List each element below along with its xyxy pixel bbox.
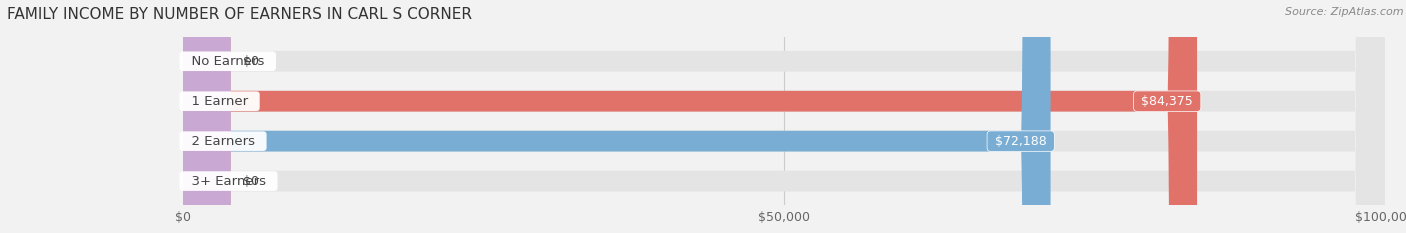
Text: $72,188: $72,188: [991, 135, 1050, 148]
Text: $0: $0: [243, 175, 259, 188]
Text: 1 Earner: 1 Earner: [183, 95, 256, 108]
FancyBboxPatch shape: [183, 0, 1385, 233]
FancyBboxPatch shape: [183, 0, 1385, 233]
Text: 2 Earners: 2 Earners: [183, 135, 263, 148]
FancyBboxPatch shape: [183, 0, 1050, 233]
FancyBboxPatch shape: [183, 0, 1385, 233]
FancyBboxPatch shape: [183, 0, 231, 233]
Text: 3+ Earners: 3+ Earners: [183, 175, 274, 188]
Text: Source: ZipAtlas.com: Source: ZipAtlas.com: [1285, 7, 1403, 17]
FancyBboxPatch shape: [183, 0, 1197, 233]
FancyBboxPatch shape: [183, 0, 1385, 233]
Text: No Earners: No Earners: [183, 55, 273, 68]
Text: FAMILY INCOME BY NUMBER OF EARNERS IN CARL S CORNER: FAMILY INCOME BY NUMBER OF EARNERS IN CA…: [7, 7, 472, 22]
Text: $0: $0: [243, 55, 259, 68]
Text: $84,375: $84,375: [1137, 95, 1197, 108]
FancyBboxPatch shape: [183, 0, 231, 233]
